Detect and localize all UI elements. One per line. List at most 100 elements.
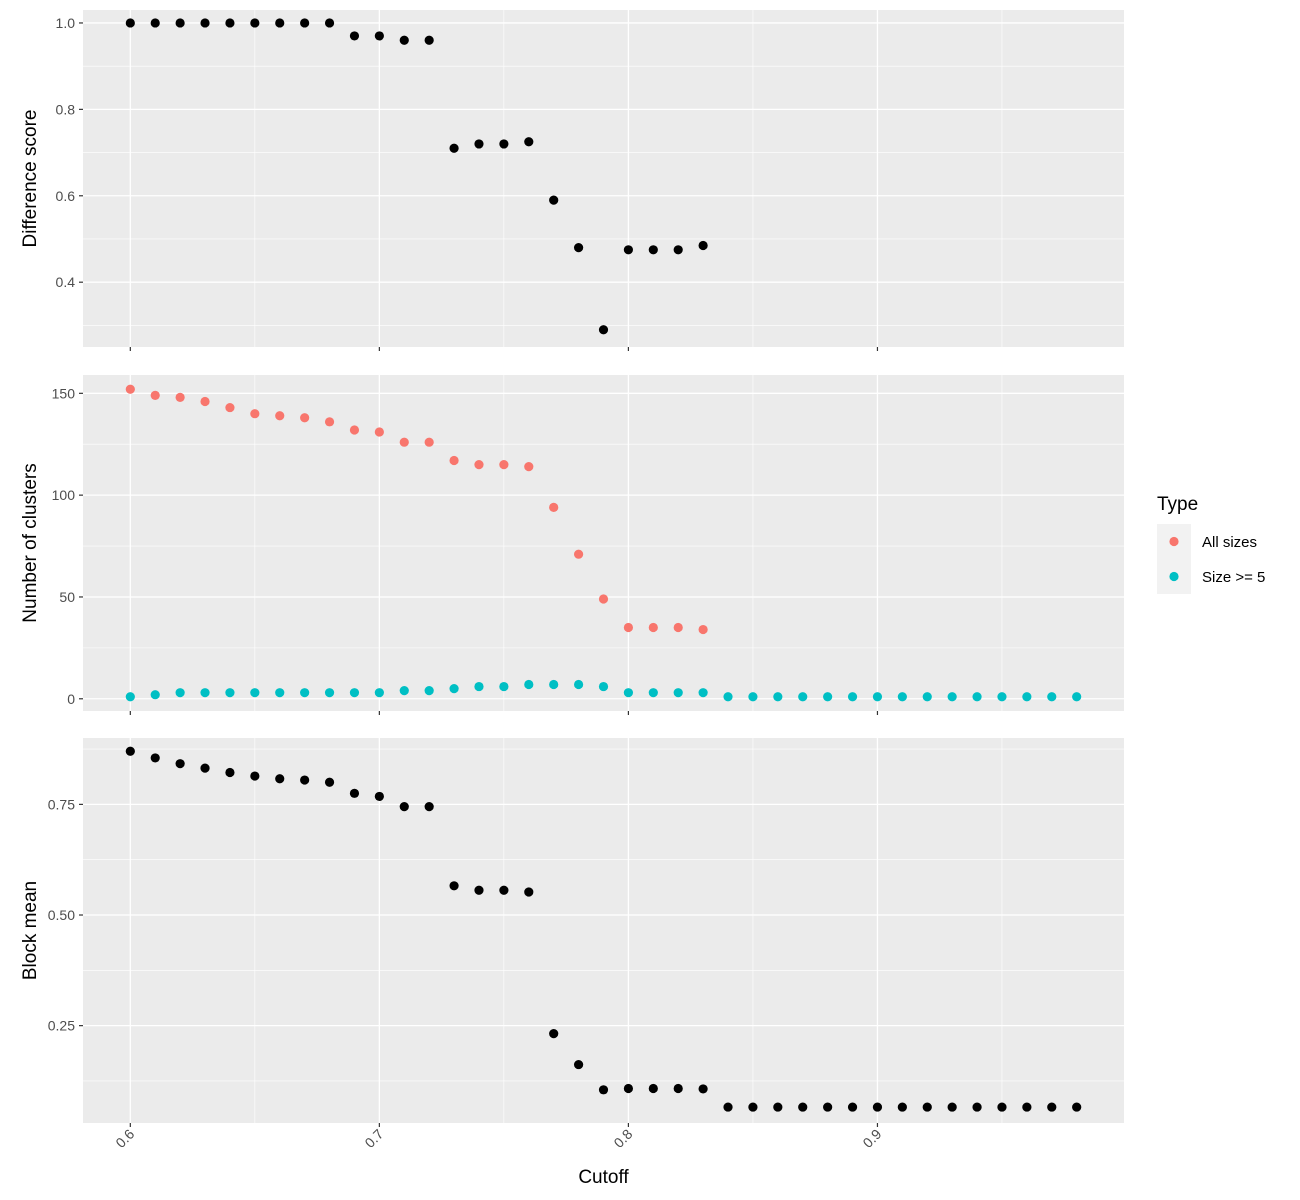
data-point — [200, 396, 210, 407]
data-point — [125, 692, 135, 702]
data-point — [225, 402, 235, 413]
data-point — [474, 885, 484, 895]
data-point — [698, 624, 708, 635]
data-point — [524, 679, 534, 690]
data-point — [374, 791, 384, 802]
data-point — [399, 686, 409, 696]
data-point — [798, 1102, 808, 1112]
data-point — [324, 777, 335, 787]
data-point — [823, 1102, 833, 1112]
data-point — [349, 425, 360, 435]
data-point — [847, 1102, 858, 1112]
data-point — [648, 688, 658, 698]
data-point — [300, 775, 310, 785]
x-tick-label: 0.6 — [112, 1126, 137, 1151]
data-point — [922, 692, 932, 702]
data-point — [748, 692, 758, 702]
data-point — [125, 746, 135, 756]
data-point — [897, 692, 907, 702]
data-point — [275, 411, 285, 421]
data-point — [623, 688, 634, 698]
data-point — [997, 1102, 1007, 1112]
data-point — [150, 390, 160, 400]
data-point — [598, 594, 609, 604]
data-point — [449, 143, 459, 153]
data-point — [922, 1102, 932, 1112]
data-point — [598, 681, 609, 692]
data-point — [424, 437, 434, 447]
panel-2: 0 50 100 150 Number of clusters — [20, 375, 1124, 715]
y-axis-title: Block mean — [20, 881, 41, 980]
data-point — [424, 801, 434, 812]
y-tick-label: 0.8 — [56, 101, 76, 117]
data-point — [549, 502, 559, 512]
x-tick-label: 0.7 — [361, 1126, 386, 1151]
data-point — [300, 413, 310, 423]
data-point — [549, 1029, 559, 1039]
y-tick-label: 0 — [67, 691, 75, 707]
series-2 — [125, 679, 1082, 702]
legend-label: Size >= 5 — [1202, 569, 1265, 586]
y-tick-label: 0.50 — [48, 907, 75, 923]
data-point — [349, 688, 360, 698]
data-point — [698, 1084, 708, 1094]
data-point — [250, 18, 260, 28]
data-point — [300, 688, 310, 698]
data-point — [225, 18, 235, 28]
data-point — [673, 245, 683, 255]
data-point — [125, 384, 135, 394]
data-point — [573, 549, 584, 559]
y-tick-label: 0.6 — [56, 188, 76, 204]
data-point — [125, 18, 135, 28]
data-point — [997, 692, 1007, 702]
data-point — [150, 753, 160, 763]
data-point — [374, 427, 384, 437]
data-point — [698, 240, 708, 251]
data-point — [275, 688, 285, 698]
data-point — [424, 686, 434, 696]
data-point — [598, 1085, 609, 1095]
data-point — [773, 692, 783, 702]
data-point — [200, 688, 210, 698]
data-point — [673, 1083, 683, 1094]
data-point — [250, 688, 260, 698]
y-tick-label: 0.4 — [56, 274, 76, 290]
data-point — [175, 759, 185, 769]
data-point — [399, 437, 409, 447]
data-point — [399, 35, 409, 45]
data-point — [424, 35, 434, 45]
data-point — [175, 392, 185, 402]
data-point — [598, 325, 609, 335]
data-point — [150, 18, 160, 28]
data-point — [499, 139, 509, 149]
data-point — [300, 18, 310, 28]
data-point — [474, 460, 484, 470]
data-point — [524, 462, 534, 472]
data-point — [250, 409, 260, 419]
panel-background — [83, 375, 1124, 711]
data-point — [150, 690, 160, 700]
data-point — [349, 31, 360, 41]
data-point — [872, 1102, 883, 1112]
data-point — [723, 692, 733, 702]
data-point — [573, 243, 584, 253]
data-point — [324, 18, 335, 28]
data-point — [1022, 692, 1032, 702]
legend-label: All sizes — [1202, 534, 1257, 551]
x-tick-label: 0.8 — [610, 1126, 635, 1151]
data-point — [324, 688, 335, 698]
data-point — [449, 684, 459, 694]
data-point — [573, 1059, 584, 1070]
data-point — [972, 692, 982, 702]
data-point — [773, 1102, 783, 1112]
data-point — [798, 692, 808, 702]
legend-item: All sizes — [1157, 524, 1257, 559]
y-tick-label: 150 — [52, 385, 76, 401]
data-point — [823, 692, 833, 702]
data-point — [250, 771, 260, 781]
series-1 — [125, 18, 708, 335]
panel-background — [83, 10, 1124, 347]
data-point — [499, 885, 509, 895]
data-point — [972, 1102, 982, 1112]
